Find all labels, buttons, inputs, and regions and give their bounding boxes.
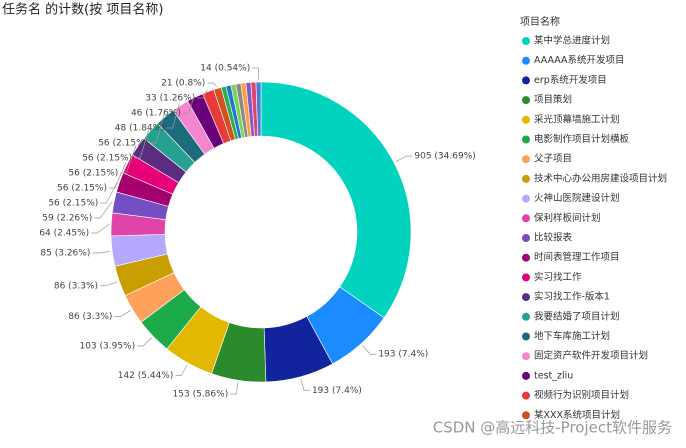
- leader-line: [137, 337, 152, 347]
- leader-line: [166, 103, 180, 129]
- legend-label: 父子项目: [534, 154, 572, 165]
- legend-label: 固定资产软件开发项目计划: [534, 350, 648, 362]
- leader-line: [230, 382, 239, 395]
- leader-line: [92, 251, 111, 254]
- watermark: CSDN @高远科技-Project软件服务: [433, 419, 672, 437]
- data-label: 14 (0.54%): [200, 64, 250, 74]
- legend-label: 电影制作项目计划横板: [534, 133, 630, 145]
- legend-label: 地下车库施工计划: [534, 330, 610, 342]
- data-label: 64 (2.45%): [39, 229, 89, 239]
- legend-marker: [522, 214, 530, 223]
- data-label: 59 (2.26%): [42, 214, 92, 224]
- legend-marker: [522, 155, 530, 164]
- legend-marker: [522, 312, 530, 321]
- slice: [260, 81, 412, 319]
- leader-line: [100, 281, 118, 287]
- leader-line: [175, 364, 188, 376]
- data-label: 48 (1.84%): [115, 124, 165, 134]
- data-label: 56 (2.15%): [82, 154, 132, 164]
- leader-line: [197, 89, 208, 99]
- legend-marker: [522, 115, 530, 124]
- data-label: 85 (3.26%): [40, 248, 90, 258]
- legend-marker: [522, 56, 530, 65]
- legend-label: 技术中心办公用房建设项目计划: [534, 172, 667, 184]
- legend-label: 实习找工作: [534, 271, 582, 283]
- legend-marker: [522, 253, 530, 262]
- data-label: 142 (5.44%): [118, 371, 174, 381]
- legend-label: AAAAA系统开发项目: [534, 54, 625, 66]
- chart-title: 任务名 的计数(按 项目名称): [2, 2, 163, 18]
- leader-line: [120, 145, 137, 174]
- leader-line: [182, 95, 195, 114]
- data-label: 86 (3.3%): [54, 281, 98, 291]
- data-label: 153 (5.86%): [173, 390, 229, 400]
- legend-label: 我要结婚了项目计划: [534, 310, 620, 322]
- legend-marker: [522, 371, 530, 380]
- legend-label: 采光顶幕墙施工计划: [534, 113, 620, 125]
- data-label: 103 (3.95%): [79, 342, 135, 352]
- data-label: 33 (1.26%): [145, 94, 195, 104]
- legend-marker: [522, 391, 530, 400]
- data-label: 193 (7.4%): [312, 386, 362, 396]
- legend-label: 比较报表: [534, 232, 573, 244]
- leader-line: [150, 115, 165, 144]
- legend-label: test_zliu: [534, 370, 573, 381]
- leader-line: [114, 310, 131, 317]
- legend-label: 某XXX系统项目计划: [534, 409, 620, 421]
- legend-marker: [522, 76, 530, 85]
- leader-line: [100, 181, 118, 204]
- legend-label: 火神山医院建设计划: [534, 192, 620, 204]
- legend-marker: [522, 293, 530, 302]
- legend-marker: [522, 352, 530, 361]
- legend-label: 项目策划: [534, 94, 572, 106]
- legend-marker: [522, 174, 530, 183]
- data-label: 46 (1.76%): [131, 109, 181, 119]
- leader-line: [108, 162, 126, 189]
- leader-line: [362, 345, 377, 355]
- legend-marker: [522, 273, 530, 282]
- legend-marker: [522, 96, 530, 105]
- data-label: 56 (2.15%): [98, 139, 148, 149]
- leader-line: [252, 67, 259, 81]
- legend-marker: [522, 37, 530, 45]
- legend-marker: [522, 194, 530, 203]
- leader-line: [300, 378, 310, 391]
- legend-title: 项目名称: [520, 15, 560, 28]
- legend-label: 保利样板间计划: [534, 212, 601, 224]
- legend-label: 时间表管理工作项目: [534, 251, 620, 263]
- data-label: 193 (7.4%): [378, 350, 428, 360]
- legend-marker: [522, 332, 530, 341]
- data-label: 56 (2.15%): [48, 199, 98, 209]
- data-label: 905 (34.69%): [414, 152, 475, 162]
- leader-line: [94, 201, 113, 219]
- legend-marker: [522, 411, 530, 420]
- slice: [255, 81, 262, 137]
- data-label: 21 (0.8%): [161, 79, 205, 89]
- legend-marker: [522, 234, 530, 242]
- data-label: 56 (2.15%): [57, 184, 107, 194]
- leader-line: [91, 223, 110, 234]
- leader-line: [134, 129, 150, 159]
- leader-line: [395, 155, 413, 162]
- legend-label: 某中学总进度计划: [534, 35, 610, 47]
- data-label: 86 (3.3%): [68, 312, 112, 322]
- leader-line: [207, 82, 218, 87]
- legend-label: erp系统开发项目: [534, 74, 607, 86]
- legend-label: 视频行为识别项目计划: [534, 389, 629, 401]
- legend-marker: [522, 135, 530, 144]
- data-label: 56 (2.15%): [68, 169, 118, 179]
- legend-label: 实习找工作-版本1: [534, 291, 610, 303]
